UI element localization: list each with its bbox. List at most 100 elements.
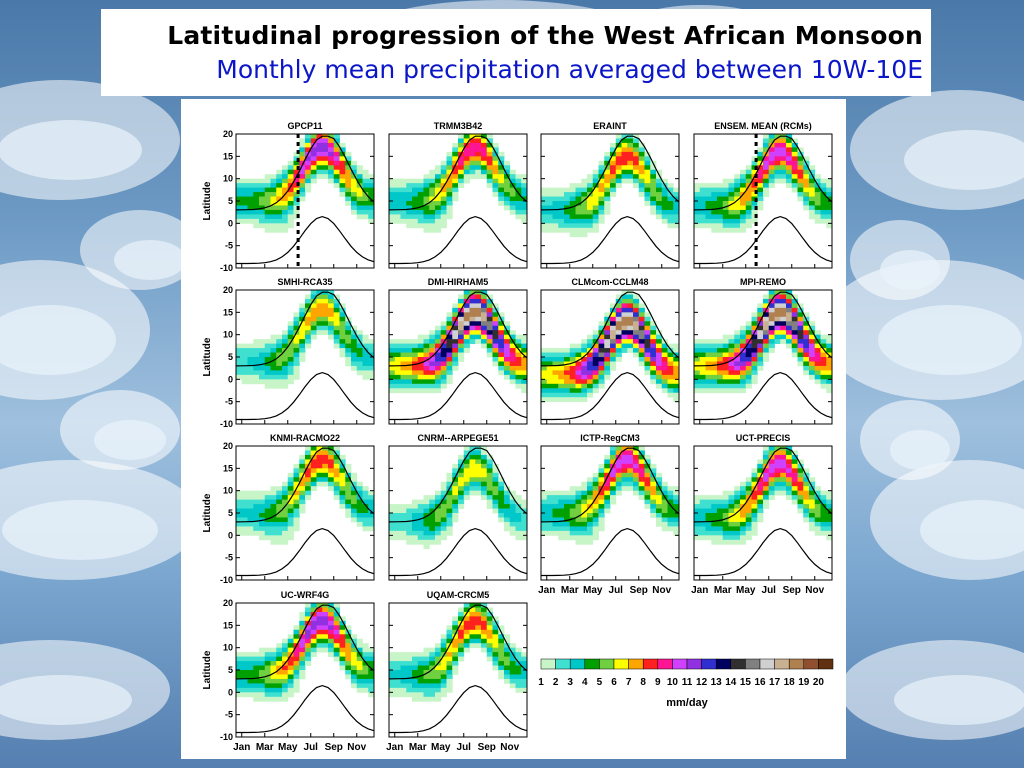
heat-cell — [486, 629, 493, 635]
heat-cell — [446, 499, 453, 505]
heat-cell — [509, 521, 516, 527]
heat-cell — [475, 450, 482, 456]
heat-cell — [826, 192, 833, 197]
heat-cell — [287, 674, 294, 680]
heat-cell — [293, 334, 300, 340]
heat-cell — [757, 472, 764, 478]
heat-cell — [446, 652, 453, 657]
heat-cell — [463, 134, 470, 139]
heat-cell — [809, 495, 816, 500]
heat-cell — [282, 683, 289, 689]
heat-cell — [429, 214, 436, 220]
heat-cell — [814, 521, 821, 527]
heat-cell — [264, 490, 271, 496]
heat-cell — [322, 307, 329, 313]
heat-cell — [592, 477, 599, 483]
heat-cell — [310, 312, 317, 318]
heat-cell — [241, 201, 248, 206]
heat-cell — [694, 348, 701, 353]
heat-cell — [259, 687, 266, 693]
heat-cell — [740, 383, 747, 389]
heat-cell — [417, 196, 424, 202]
heat-cell — [615, 142, 622, 148]
heat-cell — [621, 147, 628, 153]
heat-cell — [492, 316, 499, 322]
heat-cell — [356, 656, 363, 662]
heat-cell — [406, 513, 413, 518]
heat-cell — [481, 316, 488, 322]
heat-cell — [515, 652, 522, 657]
heat-cell — [558, 499, 565, 505]
heat-cell — [287, 160, 294, 166]
heat-cell — [826, 504, 833, 509]
colorbar-label: 19 — [798, 677, 810, 688]
heat-cell — [667, 517, 674, 523]
heat-cell — [423, 678, 430, 684]
heat-cell — [351, 192, 358, 197]
heat-cell — [627, 325, 634, 331]
heat-cell — [673, 383, 680, 389]
panel-title: KNMI-RACMO22 — [270, 433, 340, 443]
heat-cell — [412, 526, 419, 532]
heat-cell — [728, 227, 735, 233]
heat-cell — [423, 539, 430, 545]
y-tick-label: -5 — [225, 241, 233, 251]
heat-cell — [569, 388, 576, 394]
heat-cell — [575, 209, 582, 215]
heat-cell — [463, 603, 470, 608]
heat-cell — [826, 513, 833, 518]
heat-cell — [717, 192, 724, 197]
heat-cell — [763, 330, 770, 336]
heat-cell — [339, 629, 346, 635]
heat-cell — [774, 481, 781, 487]
heat-cell — [339, 490, 346, 496]
heat-cell — [615, 174, 622, 180]
heat-cell — [694, 495, 701, 500]
heat-cell — [299, 486, 306, 492]
heat-cell — [270, 183, 277, 188]
heat-cell — [803, 174, 810, 180]
heat-cell — [440, 490, 447, 496]
heat-cell — [328, 472, 335, 478]
snow-highlight — [890, 430, 950, 470]
heat-cell — [728, 490, 735, 496]
heat-cell — [356, 165, 363, 171]
heat-cell — [417, 521, 424, 527]
heat-cell — [610, 325, 617, 331]
heat-cell — [717, 508, 724, 514]
heat-cell — [604, 477, 611, 483]
heat-cell — [486, 303, 493, 309]
heat-cell — [604, 343, 611, 349]
heat-cell — [259, 352, 266, 358]
heat-cell — [627, 468, 634, 474]
heat-cell — [751, 187, 758, 193]
heat-cell — [440, 187, 447, 193]
heat-cell — [587, 187, 594, 193]
heat-cell — [412, 687, 419, 693]
heat-cell — [475, 472, 482, 478]
colorbar-swatch — [818, 658, 834, 670]
heat-cell — [458, 294, 465, 300]
heat-cell — [236, 526, 243, 532]
heat-cell — [705, 517, 712, 523]
heat-cell — [253, 374, 260, 380]
heat-cell — [728, 357, 735, 362]
heat-cell — [667, 392, 674, 398]
heat-cell — [356, 513, 363, 518]
heat-cell — [656, 192, 663, 197]
heat-cell — [452, 321, 459, 327]
heat-cell — [264, 196, 271, 202]
heat-cell — [481, 607, 488, 613]
heat-cell — [440, 192, 447, 197]
heat-cell — [247, 214, 254, 220]
heat-cell — [768, 294, 775, 300]
heat-cell — [541, 196, 548, 202]
heat-cell — [644, 156, 651, 162]
heat-cell — [299, 625, 306, 631]
heat-cell — [264, 357, 271, 362]
heat-cell — [581, 201, 588, 206]
heat-cell — [486, 183, 493, 188]
heat-cell — [541, 374, 548, 380]
heat-cell — [440, 530, 447, 536]
heat-cell — [722, 499, 729, 505]
